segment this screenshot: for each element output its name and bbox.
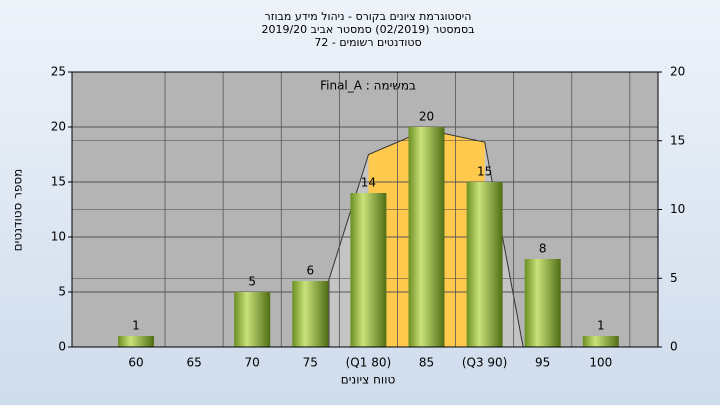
y-tick-label: 0 xyxy=(58,340,66,354)
data-label: 5 xyxy=(248,275,256,289)
data-label: 6 xyxy=(306,264,314,278)
y2-tick-label: 15 xyxy=(670,133,685,147)
data-label: 8 xyxy=(539,242,547,256)
annotation: Final_A : במשימה xyxy=(320,79,416,93)
y-tick-label: 25 xyxy=(51,65,66,79)
y-tick-label: 20 xyxy=(51,120,66,134)
x-tick-label: 65 xyxy=(186,356,201,370)
x-tick-label: (Q3 90) xyxy=(462,356,508,370)
chart-title: היסטוגרמת ציונים בקורס - ניהול מידע מבוז… xyxy=(265,10,472,23)
data-label: 20 xyxy=(419,110,434,124)
bar xyxy=(292,281,329,347)
bar xyxy=(524,259,561,347)
x-tick-label: 70 xyxy=(245,356,260,370)
bar xyxy=(466,182,503,347)
y-tick-label: 15 xyxy=(51,175,66,189)
x-tick-label: (Q1 80) xyxy=(346,356,392,370)
x-tick-label: 100 xyxy=(589,356,612,370)
x-tick-label: 60 xyxy=(128,356,143,370)
y2-tick-label: 0 xyxy=(670,340,678,354)
chart-title: סטודנטים רשומים - 72 xyxy=(314,36,421,49)
y2-tick-label: 10 xyxy=(670,202,685,216)
x-tick-label: 95 xyxy=(535,356,550,370)
bar xyxy=(118,336,154,347)
y-tick-label: 5 xyxy=(58,285,66,299)
bar xyxy=(582,336,619,347)
bar xyxy=(234,292,271,347)
bar xyxy=(350,193,387,347)
data-label: 1 xyxy=(597,319,605,333)
data-label: 1 xyxy=(132,319,140,333)
bar xyxy=(408,127,445,347)
data-label: 14 xyxy=(361,176,376,190)
y-tick-label: 10 xyxy=(51,230,66,244)
plot-border xyxy=(71,71,659,348)
y-axis-label: מספר סטודנטים xyxy=(11,169,25,252)
y2-tick-label: 5 xyxy=(670,271,678,285)
x-tick-label: 85 xyxy=(419,356,434,370)
y2-tick-label: 20 xyxy=(670,65,685,79)
data-label: 15 xyxy=(477,165,492,179)
x-tick-label: 75 xyxy=(303,356,318,370)
chart-title: בסמסטר (02/2019) סמסטר אביב 2019/20 xyxy=(261,23,474,36)
x-axis-label: טווח ציונים xyxy=(341,373,396,387)
